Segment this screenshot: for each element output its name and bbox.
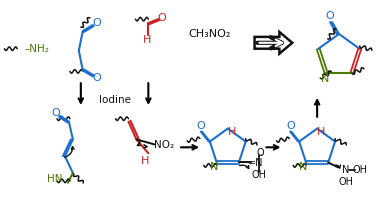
Text: OH: OH — [352, 165, 367, 175]
Text: O: O — [196, 121, 205, 131]
Text: CH₃NO₂: CH₃NO₂ — [189, 29, 231, 39]
Text: H: H — [317, 127, 325, 137]
Text: O: O — [93, 73, 101, 83]
Text: H: H — [143, 35, 152, 45]
Text: N: N — [209, 162, 218, 172]
Text: H: H — [141, 156, 150, 166]
Text: N: N — [342, 165, 350, 175]
Text: –NH₂: –NH₂ — [24, 44, 49, 54]
Text: ⁻: ⁻ — [260, 154, 263, 160]
Text: O: O — [326, 11, 334, 21]
Text: O: O — [52, 108, 60, 118]
Text: OH: OH — [251, 170, 266, 180]
Text: HN: HN — [47, 174, 63, 184]
Polygon shape — [254, 32, 292, 54]
Text: H: H — [228, 127, 236, 137]
Text: O: O — [257, 148, 265, 158]
Text: N: N — [299, 162, 307, 172]
Text: Iodine: Iodine — [98, 95, 131, 105]
Text: O: O — [158, 13, 167, 23]
Text: =N: =N — [248, 158, 263, 168]
Text: OH: OH — [339, 177, 354, 187]
Text: N: N — [321, 74, 329, 84]
Text: O: O — [93, 18, 101, 28]
Text: NO₂: NO₂ — [154, 140, 174, 150]
Text: O: O — [286, 121, 295, 131]
